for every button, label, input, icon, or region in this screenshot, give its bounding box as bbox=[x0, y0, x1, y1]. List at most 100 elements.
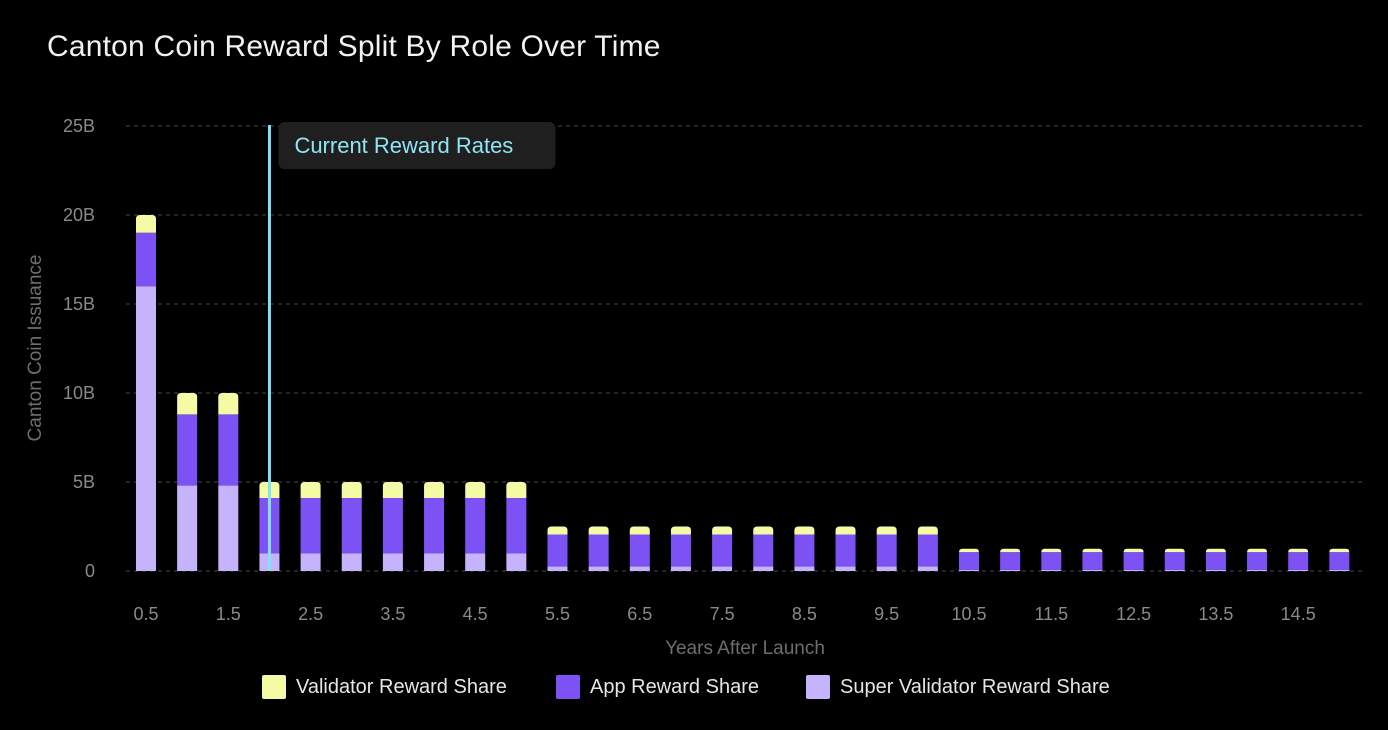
bar-segment-validator[interactable] bbox=[136, 215, 156, 233]
bar-segment-super-validator[interactable] bbox=[876, 566, 897, 571]
bar-segment-super-validator[interactable] bbox=[506, 553, 527, 571]
bar-stack[interactable] bbox=[465, 482, 486, 571]
bar-segment-validator[interactable] bbox=[424, 482, 445, 499]
bar-stack[interactable] bbox=[1164, 548, 1185, 571]
bar-segment-app[interactable] bbox=[753, 534, 774, 567]
bar-segment-validator[interactable] bbox=[1288, 548, 1309, 553]
bar-segment-app[interactable] bbox=[794, 534, 815, 567]
bar-segment-app[interactable] bbox=[876, 534, 897, 567]
bar-segment-super-validator[interactable] bbox=[794, 566, 815, 571]
bar-segment-super-validator[interactable] bbox=[1329, 569, 1350, 571]
bar-segment-super-validator[interactable] bbox=[712, 566, 733, 571]
bar-stack[interactable] bbox=[177, 393, 198, 571]
bar-segment-app[interactable] bbox=[177, 414, 198, 486]
bar-segment-app[interactable] bbox=[424, 498, 445, 554]
bar-stack[interactable] bbox=[917, 526, 938, 572]
bar-segment-super-validator[interactable] bbox=[218, 485, 239, 571]
bar-segment-app[interactable] bbox=[917, 534, 938, 567]
bar-stack[interactable] bbox=[341, 482, 362, 571]
bar-stack[interactable] bbox=[753, 526, 774, 572]
bar-segment-super-validator[interactable] bbox=[917, 566, 938, 571]
bar-segment-validator[interactable] bbox=[506, 482, 527, 499]
bar-segment-validator[interactable] bbox=[712, 526, 733, 535]
bar-segment-validator[interactable] bbox=[959, 548, 979, 553]
bar-segment-super-validator[interactable] bbox=[382, 553, 403, 571]
bar-segment-validator[interactable] bbox=[753, 526, 774, 535]
bar-segment-validator[interactable] bbox=[670, 526, 691, 535]
bar-segment-super-validator[interactable] bbox=[1123, 569, 1144, 571]
bar-segment-super-validator[interactable] bbox=[629, 566, 650, 571]
bar-segment-super-validator[interactable] bbox=[670, 566, 691, 571]
bar-segment-validator[interactable] bbox=[835, 526, 856, 535]
bar-segment-super-validator[interactable] bbox=[753, 566, 774, 571]
bar-stack[interactable] bbox=[959, 548, 979, 571]
bar-stack[interactable] bbox=[712, 526, 733, 572]
bar-stack[interactable] bbox=[547, 526, 568, 572]
bar-stack[interactable] bbox=[1123, 548, 1144, 571]
bar-segment-super-validator[interactable] bbox=[1000, 569, 1021, 571]
bar-segment-super-validator[interactable] bbox=[959, 569, 979, 571]
bar-stack[interactable] bbox=[506, 482, 527, 571]
bar-segment-super-validator[interactable] bbox=[1082, 569, 1103, 571]
bar-segment-app[interactable] bbox=[465, 498, 486, 554]
bar-stack[interactable] bbox=[876, 526, 897, 572]
legend-item-validator[interactable]: Validator Reward Share bbox=[262, 672, 507, 702]
bar-segment-super-validator[interactable] bbox=[1041, 569, 1062, 571]
bar-stack[interactable] bbox=[1288, 548, 1309, 571]
bar-segment-app[interactable] bbox=[382, 498, 403, 554]
bar-segment-super-validator[interactable] bbox=[1247, 569, 1268, 571]
bar-stack[interactable] bbox=[794, 526, 815, 572]
bar-stack[interactable] bbox=[670, 526, 691, 572]
bar-segment-super-validator[interactable] bbox=[1164, 569, 1185, 571]
bar-segment-super-validator[interactable] bbox=[300, 553, 321, 571]
bar-segment-app[interactable] bbox=[1123, 552, 1144, 570]
bar-stack[interactable] bbox=[1205, 548, 1226, 571]
bar-segment-validator[interactable] bbox=[629, 526, 650, 535]
bar-segment-super-validator[interactable] bbox=[177, 485, 198, 571]
bar-stack[interactable] bbox=[382, 482, 403, 571]
bar-segment-app[interactable] bbox=[218, 414, 239, 486]
bar-segment-app[interactable] bbox=[959, 552, 979, 570]
bar-segment-app[interactable] bbox=[1205, 552, 1226, 570]
bar-stack[interactable] bbox=[1000, 548, 1021, 571]
bar-segment-app[interactable] bbox=[136, 232, 156, 287]
bar-segment-app[interactable] bbox=[341, 498, 362, 554]
bar-stack[interactable] bbox=[629, 526, 650, 572]
bar-segment-super-validator[interactable] bbox=[465, 553, 486, 571]
bar-stack[interactable] bbox=[136, 215, 156, 571]
bar-stack[interactable] bbox=[588, 526, 609, 572]
bar-segment-validator[interactable] bbox=[547, 526, 568, 535]
bar-segment-super-validator[interactable] bbox=[588, 566, 609, 571]
bar-segment-super-validator[interactable] bbox=[136, 286, 156, 571]
bar-segment-validator[interactable] bbox=[1205, 548, 1226, 553]
bar-segment-app[interactable] bbox=[629, 534, 650, 567]
bar-segment-validator[interactable] bbox=[218, 393, 239, 415]
bar-segment-super-validator[interactable] bbox=[1288, 569, 1309, 571]
bar-segment-validator[interactable] bbox=[465, 482, 486, 499]
bar-segment-super-validator[interactable] bbox=[835, 566, 856, 571]
bar-segment-app[interactable] bbox=[547, 534, 568, 567]
bar-segment-validator[interactable] bbox=[341, 482, 362, 499]
bar-segment-super-validator[interactable] bbox=[547, 566, 568, 571]
bar-segment-validator[interactable] bbox=[876, 526, 897, 535]
bar-segment-validator[interactable] bbox=[917, 526, 938, 535]
bar-stack[interactable] bbox=[300, 482, 321, 571]
bar-segment-super-validator[interactable] bbox=[341, 553, 362, 571]
bar-segment-validator[interactable] bbox=[1329, 548, 1350, 553]
bar-segment-app[interactable] bbox=[835, 534, 856, 567]
bar-segment-app[interactable] bbox=[1288, 552, 1309, 570]
bar-segment-app[interactable] bbox=[712, 534, 733, 567]
bar-segment-validator[interactable] bbox=[1082, 548, 1103, 553]
bar-stack[interactable] bbox=[1082, 548, 1103, 571]
legend-item-app[interactable]: App Reward Share bbox=[556, 672, 759, 702]
bar-segment-validator[interactable] bbox=[1247, 548, 1268, 553]
bar-stack[interactable] bbox=[1041, 548, 1062, 571]
bar-segment-validator[interactable] bbox=[1123, 548, 1144, 553]
bar-segment-app[interactable] bbox=[506, 498, 527, 554]
bar-segment-app[interactable] bbox=[670, 534, 691, 567]
bar-stack[interactable] bbox=[835, 526, 856, 572]
bar-segment-app[interactable] bbox=[1000, 552, 1021, 570]
bar-segment-validator[interactable] bbox=[177, 393, 198, 415]
bar-segment-super-validator[interactable] bbox=[424, 553, 445, 571]
bar-stack[interactable] bbox=[1329, 548, 1350, 571]
